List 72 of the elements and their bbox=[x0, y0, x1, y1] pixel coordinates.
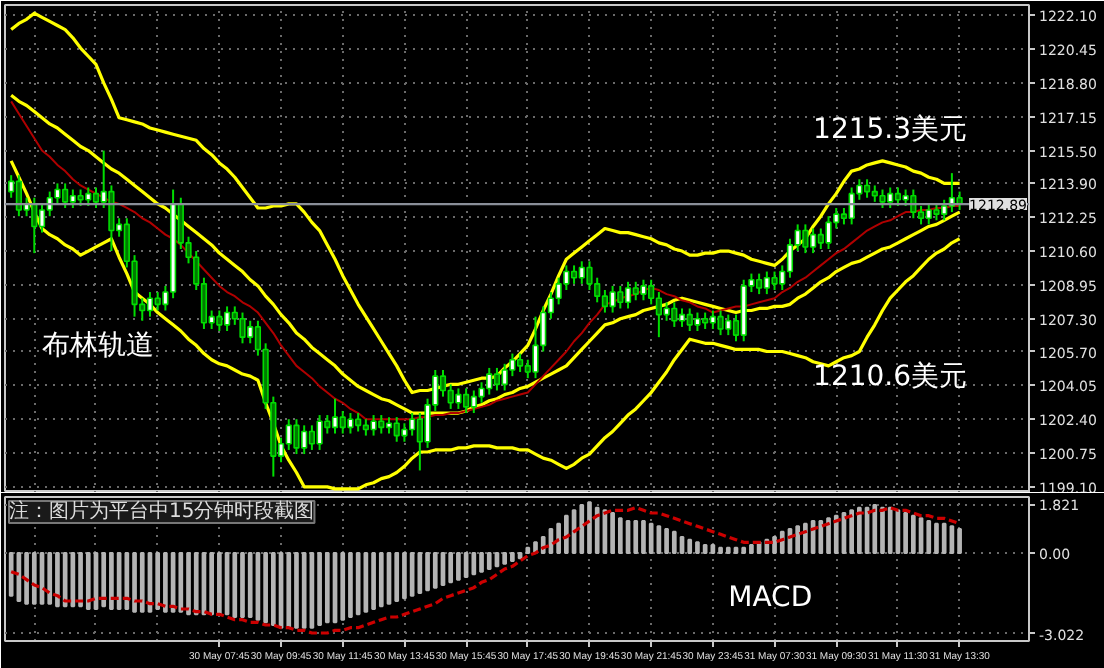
candlestick bbox=[409, 412, 416, 437]
candlestick bbox=[655, 291, 662, 339]
candlestick bbox=[447, 383, 454, 410]
candlestick bbox=[894, 186, 902, 207]
candlestick bbox=[624, 280, 632, 310]
candlestick bbox=[516, 352, 524, 374]
candlestick bbox=[887, 186, 894, 209]
annotation: 1210.6美元 bbox=[813, 360, 968, 393]
candlestick bbox=[817, 227, 824, 250]
candlestick bbox=[347, 412, 354, 435]
candlestick bbox=[455, 387, 462, 410]
candlestick bbox=[941, 198, 948, 222]
candlestick bbox=[393, 416, 400, 443]
candlestick bbox=[154, 291, 161, 312]
candlestick bbox=[316, 414, 323, 451]
candlestick bbox=[617, 284, 624, 310]
candlestick bbox=[879, 188, 886, 209]
candlestick bbox=[925, 202, 932, 226]
candlestick bbox=[825, 215, 832, 250]
candlestick bbox=[293, 418, 300, 456]
candlestick bbox=[863, 178, 871, 199]
candlestick bbox=[771, 270, 778, 292]
annotation: 布林轨道 bbox=[42, 329, 155, 362]
candlestick bbox=[686, 307, 693, 333]
candlestick bbox=[463, 387, 470, 415]
annotation: 1215.3美元 bbox=[813, 114, 968, 147]
candlestick bbox=[247, 319, 254, 345]
candlestick bbox=[85, 186, 92, 207]
candlestick bbox=[609, 284, 616, 314]
candlestick bbox=[15, 174, 22, 218]
candlestick bbox=[470, 389, 477, 415]
line-series bbox=[9, 159, 962, 491]
candlestick bbox=[501, 362, 508, 392]
annotation: MACD bbox=[728, 582, 813, 615]
candlestick bbox=[146, 291, 154, 318]
candlestick bbox=[578, 260, 585, 285]
candlestick bbox=[802, 223, 809, 255]
candlestick bbox=[378, 414, 385, 435]
candlestick bbox=[62, 182, 69, 209]
annotation: 注：图片为平台中15分钟时段截图 bbox=[9, 499, 315, 523]
candlestick bbox=[709, 309, 716, 330]
candlestick bbox=[640, 278, 647, 302]
candlestick bbox=[694, 311, 701, 333]
candlestick bbox=[632, 280, 639, 302]
candlestick bbox=[92, 186, 100, 209]
candlestick bbox=[763, 270, 770, 296]
candlestick bbox=[678, 307, 686, 328]
candlestick bbox=[223, 305, 231, 333]
candlestick bbox=[601, 289, 609, 314]
candlestick bbox=[216, 309, 223, 333]
candlestick bbox=[301, 424, 308, 456]
candlestick bbox=[38, 202, 46, 234]
candlestick bbox=[416, 412, 423, 472]
candlestick bbox=[486, 366, 493, 396]
candlestick bbox=[570, 264, 578, 285]
candlestick bbox=[671, 301, 678, 328]
candlestick bbox=[786, 237, 794, 279]
candlestick bbox=[717, 309, 724, 337]
candlestick bbox=[308, 424, 315, 451]
candlestick bbox=[809, 227, 817, 255]
candlestick bbox=[355, 412, 362, 433]
candlestick bbox=[285, 418, 292, 451]
candlestick bbox=[439, 368, 447, 398]
candlestick bbox=[239, 311, 246, 345]
candlestick bbox=[725, 313, 732, 337]
candlestick bbox=[339, 409, 346, 435]
candlestick bbox=[756, 272, 763, 296]
candlestick bbox=[663, 301, 670, 322]
candlestick bbox=[370, 414, 377, 437]
candlestick bbox=[331, 397, 339, 435]
candlestick bbox=[493, 366, 501, 392]
candlestick bbox=[69, 188, 76, 209]
